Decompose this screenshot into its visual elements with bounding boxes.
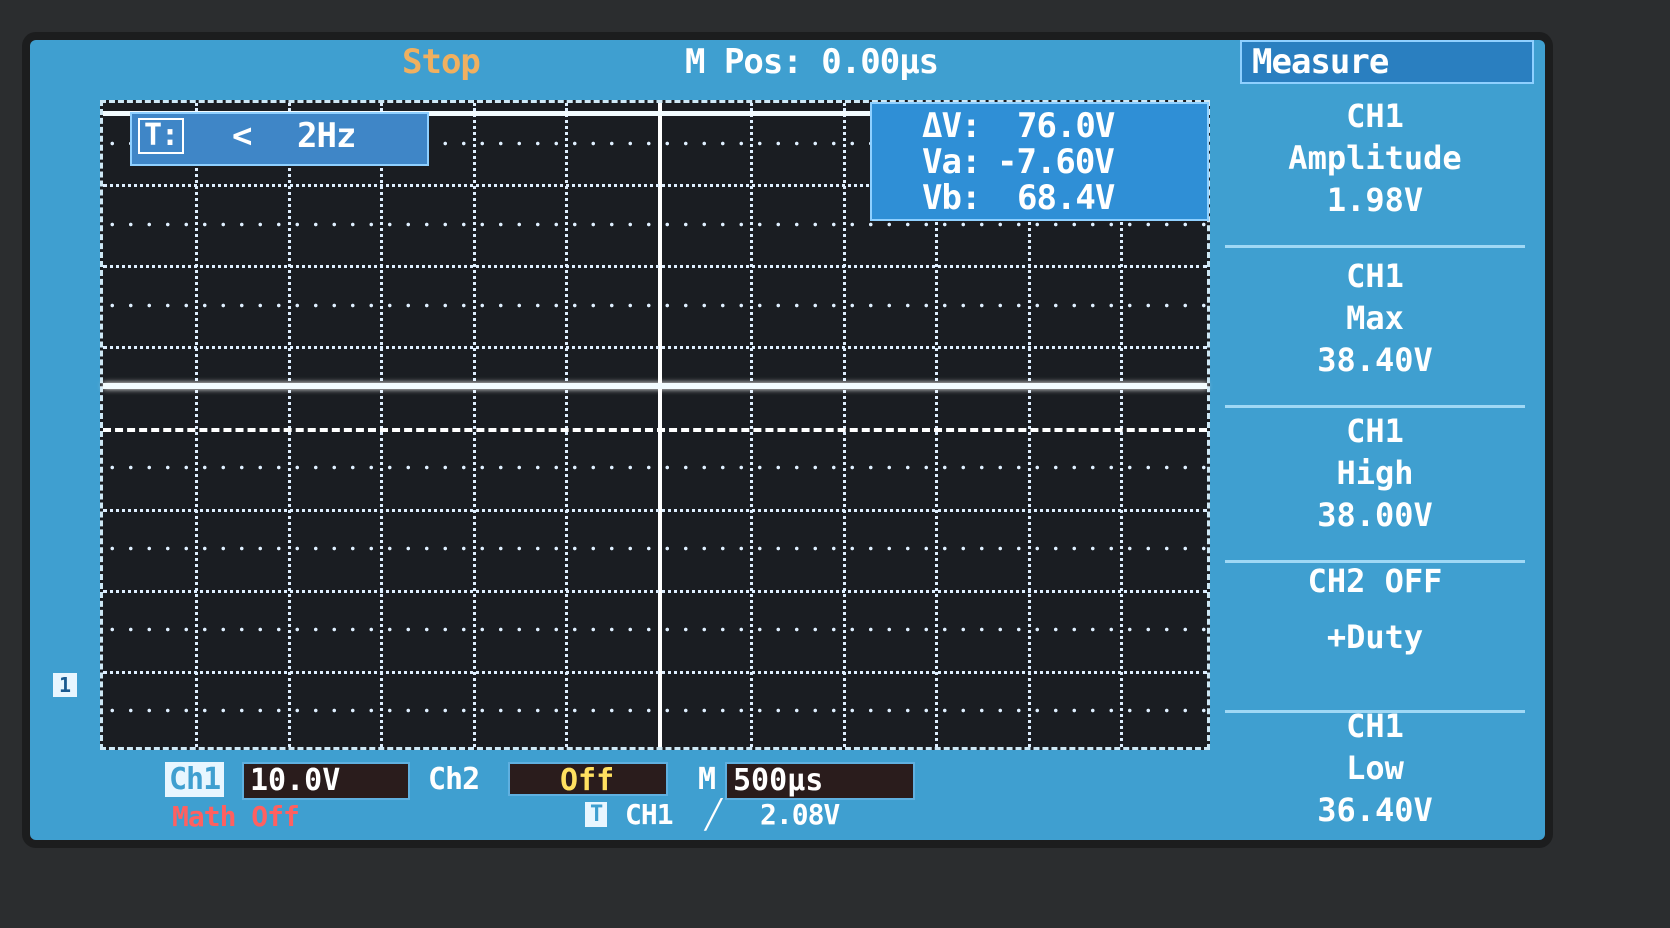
delta-v-value: 76.0V bbox=[1017, 106, 1115, 146]
timebase-label: M bbox=[698, 762, 716, 797]
ch2-label[interactable]: Ch2 bbox=[428, 762, 480, 797]
slot-source: CH1 bbox=[1346, 257, 1404, 295]
cursor-line[interactable] bbox=[103, 111, 873, 116]
measure-slot-4[interactable]: CH2 OFF +Duty bbox=[1225, 560, 1525, 713]
slot-source: CH1 bbox=[1346, 707, 1404, 745]
timebase-scale: 500µs bbox=[725, 762, 915, 800]
slot-value: 38.40V bbox=[1317, 341, 1433, 379]
slot-type: Low bbox=[1346, 749, 1404, 787]
menu-title: Measure bbox=[1240, 40, 1534, 84]
trigger-icon: T bbox=[585, 802, 608, 827]
va-label: Va: bbox=[922, 142, 981, 182]
trigger-source: CH1 bbox=[625, 798, 674, 831]
ch1-scale: 10.0V bbox=[242, 762, 410, 800]
measure-slot-1[interactable]: CH1 Amplitude 1.98V bbox=[1225, 95, 1525, 248]
slot-source: CH2 OFF bbox=[1307, 562, 1443, 600]
slot-value: 1.98V bbox=[1326, 181, 1424, 219]
measure-slot-5[interactable]: CH1 Low 36.40V bbox=[1225, 705, 1525, 855]
slot-value: 38.00V bbox=[1317, 496, 1433, 534]
trigger-symbol: < bbox=[232, 116, 253, 156]
va-value: -7.60V bbox=[997, 142, 1115, 182]
slot-type: Max bbox=[1346, 299, 1404, 337]
slot-type: High bbox=[1336, 454, 1414, 492]
run-status: Stop bbox=[402, 42, 481, 82]
trigger-frequency-box: T: < 2Hz bbox=[130, 112, 429, 166]
math-status: Math Off bbox=[172, 800, 300, 833]
cursor-readout: ΔV: 76.0V Va: -7.60V Vb: 68.4V bbox=[870, 102, 1209, 221]
ch1-waveform-trace bbox=[103, 383, 1207, 389]
slot-value: 36.40V bbox=[1317, 791, 1433, 829]
slot-source: CH1 bbox=[1346, 412, 1404, 450]
oscilloscope-screen: Stop M Pos: 0.00µs 1 T: < 2Hz ΔV: 76.0V … bbox=[30, 40, 1545, 840]
vb-value: 68.4V bbox=[1017, 178, 1115, 218]
ch1-label[interactable]: Ch1 bbox=[165, 762, 225, 797]
slot-type: Amplitude bbox=[1288, 139, 1462, 177]
trigger-frequency: 2Hz bbox=[297, 116, 356, 156]
measure-slot-2[interactable]: CH1 Max 38.40V bbox=[1225, 255, 1525, 408]
slot-type: +Duty bbox=[1326, 618, 1424, 656]
ch2-scale: Off bbox=[508, 762, 668, 798]
rising-edge-icon: ╱ bbox=[705, 798, 722, 831]
trigger-icon: T: bbox=[138, 118, 185, 154]
trigger-level: 2.08V bbox=[760, 798, 840, 831]
m-pos-readout: M Pos: 0.00µs bbox=[685, 42, 939, 82]
vb-label: Vb: bbox=[922, 178, 981, 218]
measure-menu: Measure CH1 Amplitude 1.98V CH1 Max 38.40V C… bbox=[1225, 40, 1545, 840]
measure-slot-3[interactable]: CH1 High 38.00V bbox=[1225, 410, 1525, 563]
slot-source: CH1 bbox=[1346, 97, 1404, 135]
delta-v-label: ΔV: bbox=[922, 106, 981, 146]
ch1-ground-marker[interactable]: 1 bbox=[53, 673, 78, 697]
